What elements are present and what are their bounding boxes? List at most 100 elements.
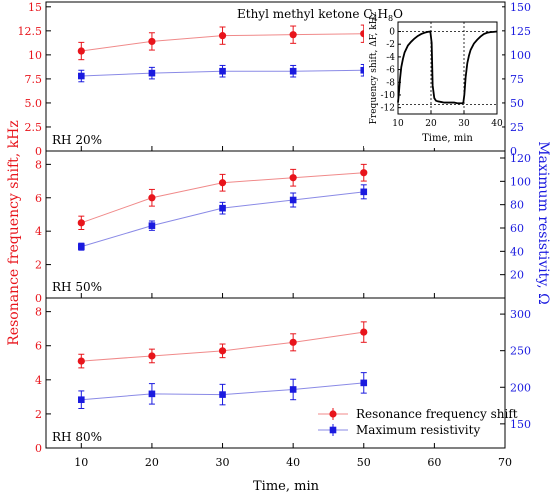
data-point-circle	[289, 338, 297, 346]
right-tick-label: 150	[510, 418, 531, 431]
left-tick-label: 2	[35, 408, 42, 421]
panel-label: RH 50%	[52, 280, 102, 294]
series-frequency-shift	[77, 321, 368, 369]
data-point-square	[360, 379, 368, 387]
left-tick-label: 12.5	[18, 25, 43, 38]
inset-y-tick-label: -4	[386, 53, 395, 63]
right-tick-label: 0	[510, 145, 517, 158]
x-tick-label: 50	[357, 456, 371, 469]
data-point-circle	[289, 174, 297, 182]
x-tick-label: 30	[216, 456, 230, 469]
left-tick-label: 6	[35, 340, 42, 353]
data-point-circle	[360, 328, 368, 336]
series-frequency-shift	[77, 163, 368, 231]
panel-frame	[45, 150, 506, 299]
left-tick-label: 0	[35, 292, 42, 305]
panel-label: RH 80%	[52, 430, 102, 444]
right-tick-label: 100	[510, 175, 531, 188]
inset-x-tick-label: 30	[458, 119, 470, 129]
chart-annotation: Ethyl methyl ketone C4H8O	[237, 7, 403, 23]
inset-x-tick-label: 20	[425, 119, 437, 129]
data-point-circle	[289, 31, 297, 39]
left-tick-label: 0	[35, 442, 42, 455]
right-tick-label: 25	[510, 121, 524, 134]
inset-x-tick-label: 10	[392, 119, 404, 129]
inset-chart: 0 -2 -4 -6 -8 -10 -12 10 20 30 40 Time, min Frequenc…	[364, 4, 503, 148]
left-tick-label: 4	[35, 225, 42, 238]
legend-marker-frequency	[329, 410, 337, 418]
right-tick-label: 50	[510, 97, 524, 110]
x-axis-label: Time, min	[253, 479, 320, 494]
data-point-circle	[218, 347, 227, 355]
inset-series-line	[397, 30, 498, 105]
right-tick-label: 150	[510, 1, 531, 14]
data-point-circle	[77, 47, 85, 55]
data-point-circle	[77, 219, 85, 227]
x-tick-label: 20	[145, 456, 159, 469]
data-point-square	[219, 391, 226, 398]
inset-y-tick-label: -6	[386, 66, 395, 76]
inset-y-tick-label: -2	[386, 40, 395, 50]
data-point-circle	[77, 357, 85, 365]
left-tick-label: 8	[35, 306, 42, 319]
left-tick-label: 8	[35, 158, 42, 171]
right-axis-label: Maximum resistivity, Ω	[535, 141, 550, 305]
data-point-square	[219, 204, 226, 212]
left-tick-label: 2.5	[25, 121, 43, 134]
data-point-square	[78, 72, 85, 80]
right-tick-label: 20	[510, 269, 524, 282]
left-tick-label: 7.5	[25, 73, 43, 86]
legend-marker-resistivity	[329, 426, 337, 434]
right-tick-label: 200	[510, 381, 531, 394]
panel-frame	[45, 297, 506, 449]
inset-x-tick-label: 40	[491, 119, 503, 129]
data-point-square	[289, 67, 297, 75]
annotation-formula-o: O	[393, 7, 403, 21]
left-tick-label: 5.0	[25, 97, 43, 110]
left-tick-label: 15	[28, 1, 42, 14]
panel-label: RH 20%	[52, 133, 102, 147]
series-frequency-shift	[77, 24, 368, 61]
x-tick-label: 70	[498, 456, 512, 469]
legend-label-frequency: Resonance frequency shift	[356, 407, 518, 421]
right-tick-label: 80	[510, 199, 524, 212]
data-point-square	[219, 67, 226, 75]
right-tick-label: 250	[510, 345, 531, 358]
right-tick-label: 100	[510, 49, 531, 62]
data-point-square	[289, 386, 297, 393]
left-tick-label: 6	[35, 192, 42, 205]
left-axis-label: Resonance frequency shift, kHz	[6, 120, 22, 346]
annotation-subscript-c: 4	[372, 14, 377, 23]
inset-frame	[397, 21, 498, 115]
series-max-resistivity	[78, 184, 368, 251]
legend: Resonance frequency shift Maximum resisti…	[318, 407, 518, 437]
data-point-square	[360, 66, 368, 74]
x-tick-label: 40	[286, 456, 300, 469]
x-tick-label: 10	[74, 456, 88, 469]
data-point-circle	[218, 32, 227, 40]
inset-y-tick-label: -8	[386, 78, 395, 88]
inset-y-tick-label: 0	[389, 28, 395, 38]
series-max-resistivity	[78, 63, 368, 83]
legend-label-resistivity: Maximum resistivity	[356, 423, 480, 437]
panel-3: 0 2 4 6 8 150 200 250 300 RH 80%	[35, 297, 531, 455]
data-point-square	[148, 69, 156, 77]
annotation-subscript-h: 8	[388, 14, 393, 23]
data-point-square	[360, 188, 368, 196]
inset-y-tick-label: -10	[381, 91, 396, 101]
inset-y-axis-label: Frequency shift, ΔF, kHz	[369, 11, 379, 124]
inset-y-tick-label: -12	[381, 104, 396, 114]
right-tick-label: 60	[510, 222, 524, 235]
left-tick-label: 4	[35, 374, 42, 387]
right-tick-label: 75	[510, 73, 524, 86]
data-point-circle	[218, 179, 227, 187]
data-point-square	[289, 196, 297, 204]
data-point-square	[148, 390, 156, 398]
x-tick-label: 60	[427, 456, 441, 469]
right-tick-label: 300	[510, 308, 531, 321]
series-max-resistivity	[78, 372, 368, 409]
left-tick-label: 0	[35, 145, 42, 158]
data-point-circle	[360, 169, 368, 177]
panel-2: 0 2 4 6 8 20 40 60 80 100 120 RH 50%	[35, 150, 531, 305]
